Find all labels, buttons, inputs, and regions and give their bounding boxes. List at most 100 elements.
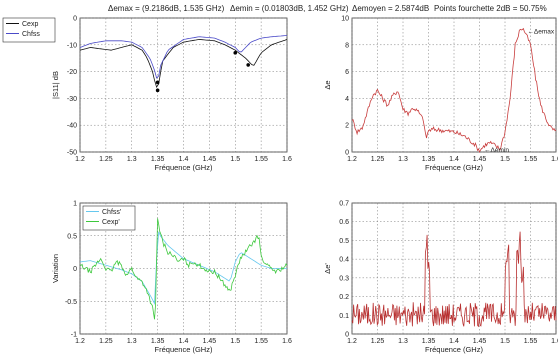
x-tick-label: 1.45 — [203, 338, 217, 345]
series-line — [79, 39, 288, 89]
header-delta-min: Δemin = (0.01803dB, 1.452 GHz) — [230, 4, 349, 13]
x-tick-label: 1.3 — [127, 156, 137, 163]
y-tick-label: 0 — [73, 266, 77, 273]
x-axis-label: Fréquence (GHz) — [425, 163, 483, 172]
x-tick-label: 1.2 — [347, 338, 357, 345]
y-tick-label: 6 — [345, 69, 349, 76]
legend-entry: Chfss' — [102, 209, 121, 216]
legend-box — [82, 205, 136, 231]
x-tick-label: 1.5 — [500, 338, 510, 345]
y-tick-label: 0.4 — [339, 257, 349, 264]
y-tick-label: 0.3 — [339, 275, 349, 282]
chart-variation: 1.2 1.25 1.3 1.35 1.4 1.45 1.5 1.55 1.6 1 0.5 0 -0.5… — [51, 201, 292, 355]
x-tick-label: 1.45 — [473, 338, 487, 345]
y-tick-label: 0 — [345, 150, 349, 157]
x-tick-label: 1.6 — [551, 156, 558, 163]
x-tick-label: 1.5 — [230, 156, 240, 163]
annotation-label: ←Δemin — [484, 147, 509, 154]
legend-entry: Chfss — [22, 31, 40, 38]
y-tick-label: 0.6 — [339, 219, 349, 226]
y-axis-label: Δe' — [323, 263, 332, 274]
y-tick-label: -20 — [67, 69, 77, 76]
x-tick-label: 1.35 — [151, 156, 165, 163]
legend: Chfss' Cexp' — [82, 205, 136, 231]
legend-entry: Cexp — [22, 21, 38, 28]
x-tick-label: 1.2 — [75, 338, 85, 345]
x-tick-label: 1.6 — [282, 338, 292, 345]
legend: Cexp Chfss — [2, 17, 56, 43]
x-tick-label: 1.35 — [422, 338, 436, 345]
x-tick-label: 1.4 — [449, 338, 459, 345]
y-axis-label: |S11| dB — [51, 71, 60, 99]
x-tick-label: 1.25 — [371, 156, 385, 163]
legend-entry: Cexp' — [102, 219, 120, 226]
data-point-marker — [246, 63, 250, 67]
y-tick-label: 0 — [73, 16, 77, 23]
header-points-fourchette: Points fourchette 2dB = 50.75% — [434, 4, 547, 13]
x-tick-label: 1.2 — [347, 156, 357, 163]
x-axis-label: Fréquence (GHz) — [155, 163, 213, 172]
y-tick-label: 0 — [345, 332, 349, 339]
series-line — [79, 35, 288, 79]
chart-s11: 1.2 1.25 1.3 1.35 1.4 1.45 1.5 1.55 1.6 0 -10 -20 -3… — [2, 16, 292, 172]
x-tick-label: 1.25 — [371, 338, 385, 345]
y-axis-label: Δe — [323, 80, 332, 89]
x-tick-label: 1.3 — [127, 338, 137, 345]
x-tick-label: 1.2 — [75, 156, 85, 163]
data-point-marker — [155, 88, 160, 93]
y-tick-label: -1 — [71, 332, 77, 339]
x-tick-label: 1.5 — [500, 156, 510, 163]
y-tick-label: -50 — [67, 150, 77, 157]
chart-panels: 1.2 1.25 1.3 1.35 1.4 1.45 1.5 1.55 1.60-10-20-3… — [2, 16, 558, 355]
x-tick-label: 1.6 — [551, 338, 558, 345]
x-axis-label: Fréquence (GHz) — [425, 345, 483, 354]
y-tick-label: 8 — [345, 42, 349, 49]
x-tick-label: 1.55 — [524, 338, 538, 345]
x-tick-label: 1.45 — [473, 156, 487, 163]
y-tick-label: 2 — [345, 123, 349, 130]
chart-delta_prime: 1.2 1.25 1.3 1.35 1.4 1.45 1.5 1.55 1.6 0.7 0.6 0.5… — [323, 201, 558, 355]
x-tick-label: 1.35 — [151, 338, 165, 345]
x-tick-label: 1.55 — [524, 156, 538, 163]
x-tick-label: 1.35 — [422, 156, 436, 163]
y-tick-label: -10 — [67, 42, 77, 49]
legend-box — [2, 17, 56, 43]
x-tick-label: 1.4 — [179, 338, 189, 345]
x-tick-label: 1.25 — [99, 338, 113, 345]
y-tick-label: 0.5 — [67, 233, 77, 240]
y-tick-label: -40 — [67, 123, 77, 130]
x-tick-label: 1.55 — [254, 156, 268, 163]
series-line — [351, 231, 557, 328]
y-tick-label: 1 — [73, 201, 77, 208]
x-tick-label: 1.6 — [282, 156, 292, 163]
x-tick-label: 1.55 — [254, 338, 268, 345]
header-delta-mean: Δemoyen = 2.5874dB — [352, 4, 429, 13]
y-tick-label: 0.2 — [339, 294, 349, 301]
y-tick-label: 0.7 — [339, 201, 349, 208]
x-tick-label: 1.4 — [449, 156, 459, 163]
y-tick-label: -0.5 — [65, 299, 77, 306]
y-tick-label: 0.1 — [339, 313, 349, 320]
series-line — [79, 218, 288, 320]
chart-delta: 1.2 1.25 1.3 1.35 1.4 1.45 1.5 1.55 1.6 10 8 6 4 2 0 Fr… — [323, 16, 558, 173]
x-tick-label: 1.3 — [398, 338, 408, 345]
x-tick-label: 1.5 — [230, 338, 240, 345]
series-line — [351, 27, 557, 154]
data-point-marker — [233, 51, 238, 55]
annotation-label: ←Δemax — [527, 28, 554, 35]
series-line — [79, 231, 287, 306]
x-tick-label: 1.45 — [203, 156, 217, 163]
y-axis-label: Variation — [51, 254, 60, 283]
x-tick-label: 1.4 — [179, 156, 189, 163]
x-tick-label: 1.3 — [398, 156, 408, 163]
x-tick-label: 1.25 — [99, 156, 113, 163]
y-tick-label: 4 — [345, 96, 349, 103]
y-tick-label: 10 — [341, 16, 349, 23]
header-delta-max: Δemax = (9.2186dB, 1.535 GHz) — [108, 4, 225, 13]
y-tick-label: 0.5 — [339, 238, 349, 245]
y-tick-label: -30 — [67, 96, 77, 103]
data-point-marker — [155, 80, 160, 85]
x-axis-label: Fréquence (GHz) — [155, 345, 213, 354]
